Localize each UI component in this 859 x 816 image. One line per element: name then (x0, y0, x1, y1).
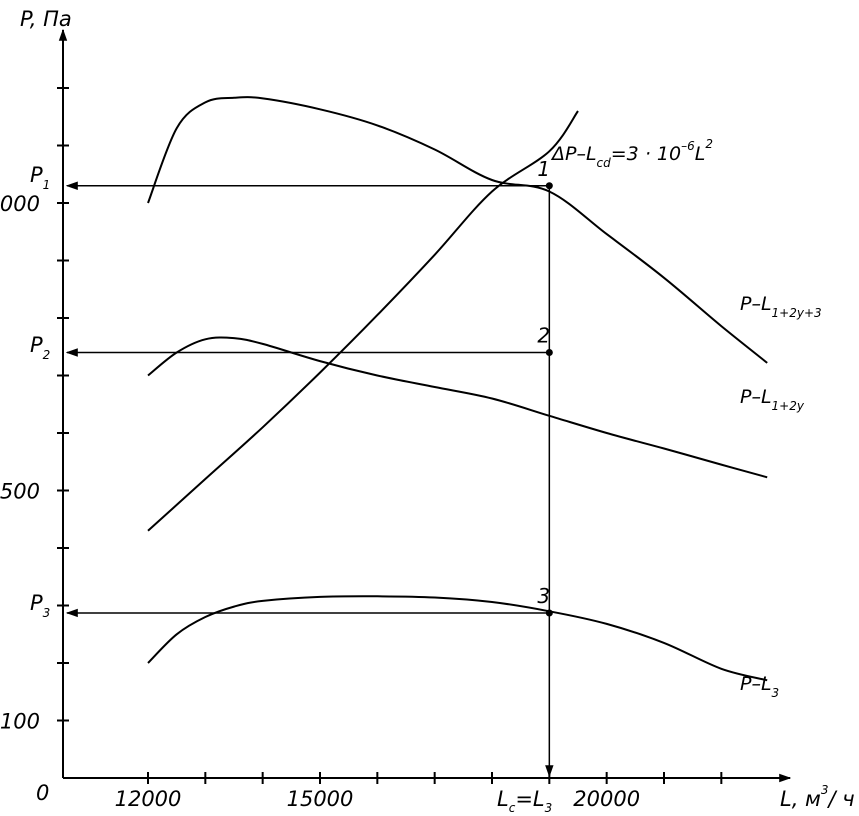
y-tick-label-500: 500 (0, 480, 40, 504)
y-tick-label-1000: 1000 (0, 192, 40, 216)
operating-point-label-3: 3 (537, 584, 550, 608)
points-layer: 1 2 3 (537, 157, 553, 617)
level-label-p2: P2 (30, 333, 50, 362)
curve-label-1-2u-3: P–L1+2у+3 (740, 293, 822, 320)
curve-network (147, 110, 579, 532)
operating-point-1 (545, 182, 553, 190)
operating-point-2 (545, 349, 553, 356)
y-tick-label-100: 100 (0, 710, 40, 734)
guides-layer (65, 181, 554, 778)
level-label-p1: P1 (30, 163, 50, 192)
curve-p-l-3 (147, 595, 768, 682)
x-tick-label-20000: 20000 (573, 787, 640, 811)
curves-layer (147, 96, 768, 682)
curve-p-l-1-2u-3 (147, 96, 768, 364)
curve-label-network: ΔP–Lсd=3 · 10–6L2 (550, 137, 713, 170)
level-label-p3: P3 (30, 591, 50, 620)
curve-label-1-2u: P–L1+2у (740, 386, 805, 413)
ticks-layer: 12000 15000 20000 100 500 1000 (0, 87, 723, 811)
origin-label: 0 (36, 781, 49, 805)
operating-point-label-2: 2 (537, 324, 550, 348)
curve-p-l-1-2u (147, 336, 768, 479)
y-axis-label: P, Па (20, 7, 72, 31)
lc-label: Lc=L3 (497, 787, 552, 815)
operating-point-label-1: 1 (537, 157, 550, 181)
x-tick-label-15000: 15000 (287, 787, 354, 811)
curve-label-3: P–L3 (740, 673, 779, 700)
x-axis-label: L, м3/ ч (780, 783, 855, 811)
x-tick-label-12000: 12000 (115, 787, 182, 811)
operating-point-3 (545, 609, 553, 617)
